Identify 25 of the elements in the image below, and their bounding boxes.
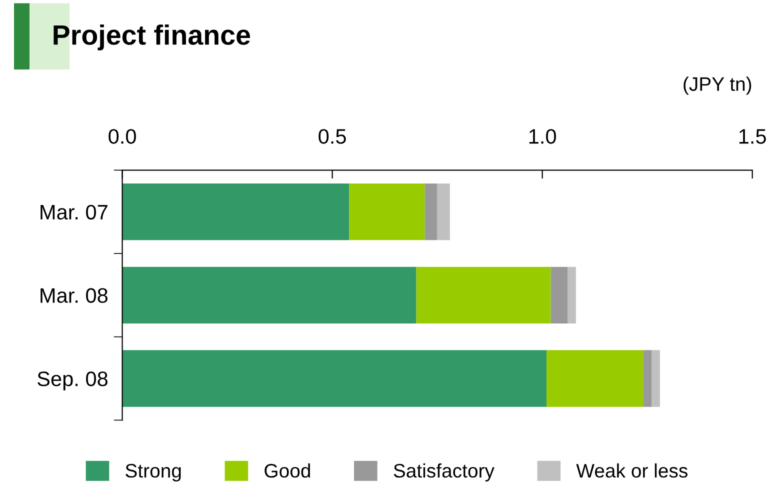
bar <box>568 266 576 324</box>
bar <box>122 266 416 324</box>
x-tick-label: 1.0 <box>529 129 556 144</box>
bar <box>416 266 551 324</box>
y-tick-label: Sep. 08 <box>38 371 108 390</box>
x-tick-label: 0.5 <box>318 129 346 144</box>
bar <box>122 183 350 240</box>
legend-label: Strong <box>126 464 181 482</box>
chart-title: Project finance <box>54 24 250 50</box>
legend-label: Weak or less <box>576 463 688 478</box>
bar <box>424 183 438 240</box>
x-axis-title: (JPY tn) <box>684 76 752 95</box>
bar <box>437 183 450 240</box>
bar <box>349 183 425 240</box>
bar <box>652 350 660 407</box>
legend-label: Good <box>264 463 310 478</box>
x-tick-label: 1.5 <box>739 129 766 144</box>
y-tick-label: Mar. 07 <box>40 204 108 220</box>
legend-label: Satisfactory <box>394 463 494 482</box>
bar <box>643 350 652 407</box>
bar <box>550 266 568 324</box>
x-tick-label: 0.0 <box>108 129 136 144</box>
bar <box>122 350 547 407</box>
y-tick-label: Mar. 08 <box>40 288 108 303</box>
bar <box>546 350 644 407</box>
